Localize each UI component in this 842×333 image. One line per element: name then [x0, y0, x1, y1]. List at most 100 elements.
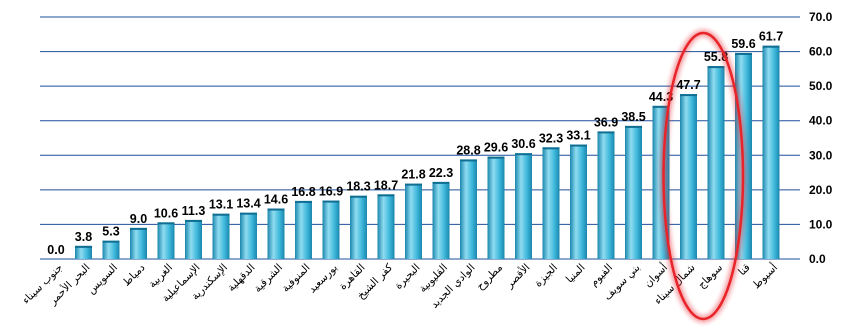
bar-top-edge [570, 144, 587, 147]
bar-top-edge [432, 181, 450, 184]
bar [322, 200, 340, 259]
highlight-ellipse [662, 31, 745, 321]
value-label: 18.7 [374, 178, 398, 192]
bar [542, 147, 560, 259]
bar [350, 195, 367, 259]
value-label: 21.8 [401, 168, 425, 182]
bar [570, 144, 587, 259]
bar [762, 45, 780, 259]
bar-top-edge [240, 212, 257, 215]
value-label: 14.6 [264, 193, 288, 207]
bar [707, 66, 725, 259]
bar-top-edge [405, 183, 422, 186]
y-tick-label: 70.0 [809, 10, 833, 24]
bar [185, 219, 202, 259]
y-tick-label: 50.0 [809, 79, 833, 93]
value-label: 13.4 [236, 197, 260, 211]
y-tick-label: 20.0 [809, 183, 833, 197]
bar-top-edge [75, 245, 92, 248]
value-label: 11.3 [182, 204, 206, 218]
value-label: 22.3 [429, 166, 453, 180]
bar [267, 208, 285, 259]
bar [487, 156, 505, 259]
value-label: 3.8 [75, 230, 92, 244]
value-label: 32.3 [539, 131, 563, 145]
value-label: 38.5 [621, 110, 645, 124]
bar [515, 153, 532, 259]
bar [295, 200, 312, 259]
bar [597, 131, 615, 259]
bar-top-edge [212, 213, 230, 216]
bar [625, 125, 642, 260]
value-label: 61.7 [759, 30, 783, 44]
bar-top-edge [460, 159, 477, 162]
bar-top-edge [735, 52, 752, 55]
bar [405, 183, 422, 259]
bar-top-edge [322, 200, 340, 203]
value-label: 30.6 [511, 137, 535, 151]
bar [680, 94, 697, 259]
value-label: 36.9 [594, 115, 618, 129]
bar [240, 212, 257, 259]
category-label: مطروح [474, 262, 505, 293]
bar-top-edge [487, 156, 505, 159]
value-label: 9.0 [130, 212, 147, 226]
bar [75, 245, 92, 259]
category-label: قنا [736, 262, 753, 279]
category-label: أسيوط [749, 260, 780, 291]
bar-top-edge [597, 131, 615, 134]
bar-top-edge [350, 195, 367, 198]
bar-top-edge [542, 147, 560, 150]
bar-top-edge [295, 200, 312, 203]
value-label: 59.6 [731, 37, 755, 51]
value-label: 18.3 [346, 180, 370, 194]
value-label: 13.1 [209, 198, 233, 212]
category-label: المنيا [564, 262, 588, 286]
y-tick-label: 30.0 [809, 148, 833, 162]
value-label: 33.1 [566, 129, 590, 143]
bar [212, 213, 230, 259]
category-label: دمياط [120, 261, 147, 288]
bar [377, 194, 395, 259]
bar [130, 227, 147, 259]
y-tick-label: 60.0 [809, 45, 833, 59]
category-label: الجيزة [532, 262, 560, 290]
value-labels-layer: 0.0 3.8 5.3 9.0 10.6 11.3 13.1 13.4 14.616.8 16.9… [47, 30, 783, 257]
category-label: الأقصر [502, 261, 532, 291]
bar [102, 240, 120, 259]
highlight-layer [660, 29, 747, 323]
y-tick-label: 10.0 [809, 217, 833, 231]
bar-top-edge [157, 222, 175, 225]
bar-top-edge [625, 125, 642, 128]
bar-top-edge [515, 153, 532, 156]
category-label: سوهاج [696, 262, 726, 292]
bar-top-edge [102, 240, 120, 243]
category-label: السويس [85, 262, 120, 297]
value-label: 5.3 [102, 225, 119, 239]
y-axis-ticks-layer: 0.0 10.0 20.0 30.0 40.0 50.0 60.0 70.0 [809, 10, 833, 266]
bar-top-edge [762, 45, 780, 48]
bar [460, 159, 477, 259]
y-tick-label: 40.0 [809, 114, 833, 128]
bar-top-edge [185, 219, 202, 222]
value-label: 0.0 [47, 243, 64, 257]
bar-top-edge [652, 105, 670, 108]
value-label: 47.7 [676, 78, 700, 92]
bar [157, 222, 175, 259]
value-label: 10.6 [154, 206, 178, 220]
bar-top-edge [267, 208, 285, 211]
bar-top-edge [130, 227, 147, 230]
value-label: 16.8 [291, 185, 315, 199]
category-label: الشرقية [252, 262, 285, 295]
value-label: 28.8 [456, 143, 480, 157]
value-label: 29.6 [484, 141, 508, 155]
bar-top-edge [707, 66, 725, 69]
y-tick-label: 0.0 [809, 252, 826, 266]
value-label: 16.9 [319, 185, 343, 199]
category-label: بورسعيد [306, 262, 340, 296]
bar-top-edge [377, 194, 395, 197]
bar [432, 181, 450, 259]
category-label: الدقهلية [225, 262, 257, 294]
